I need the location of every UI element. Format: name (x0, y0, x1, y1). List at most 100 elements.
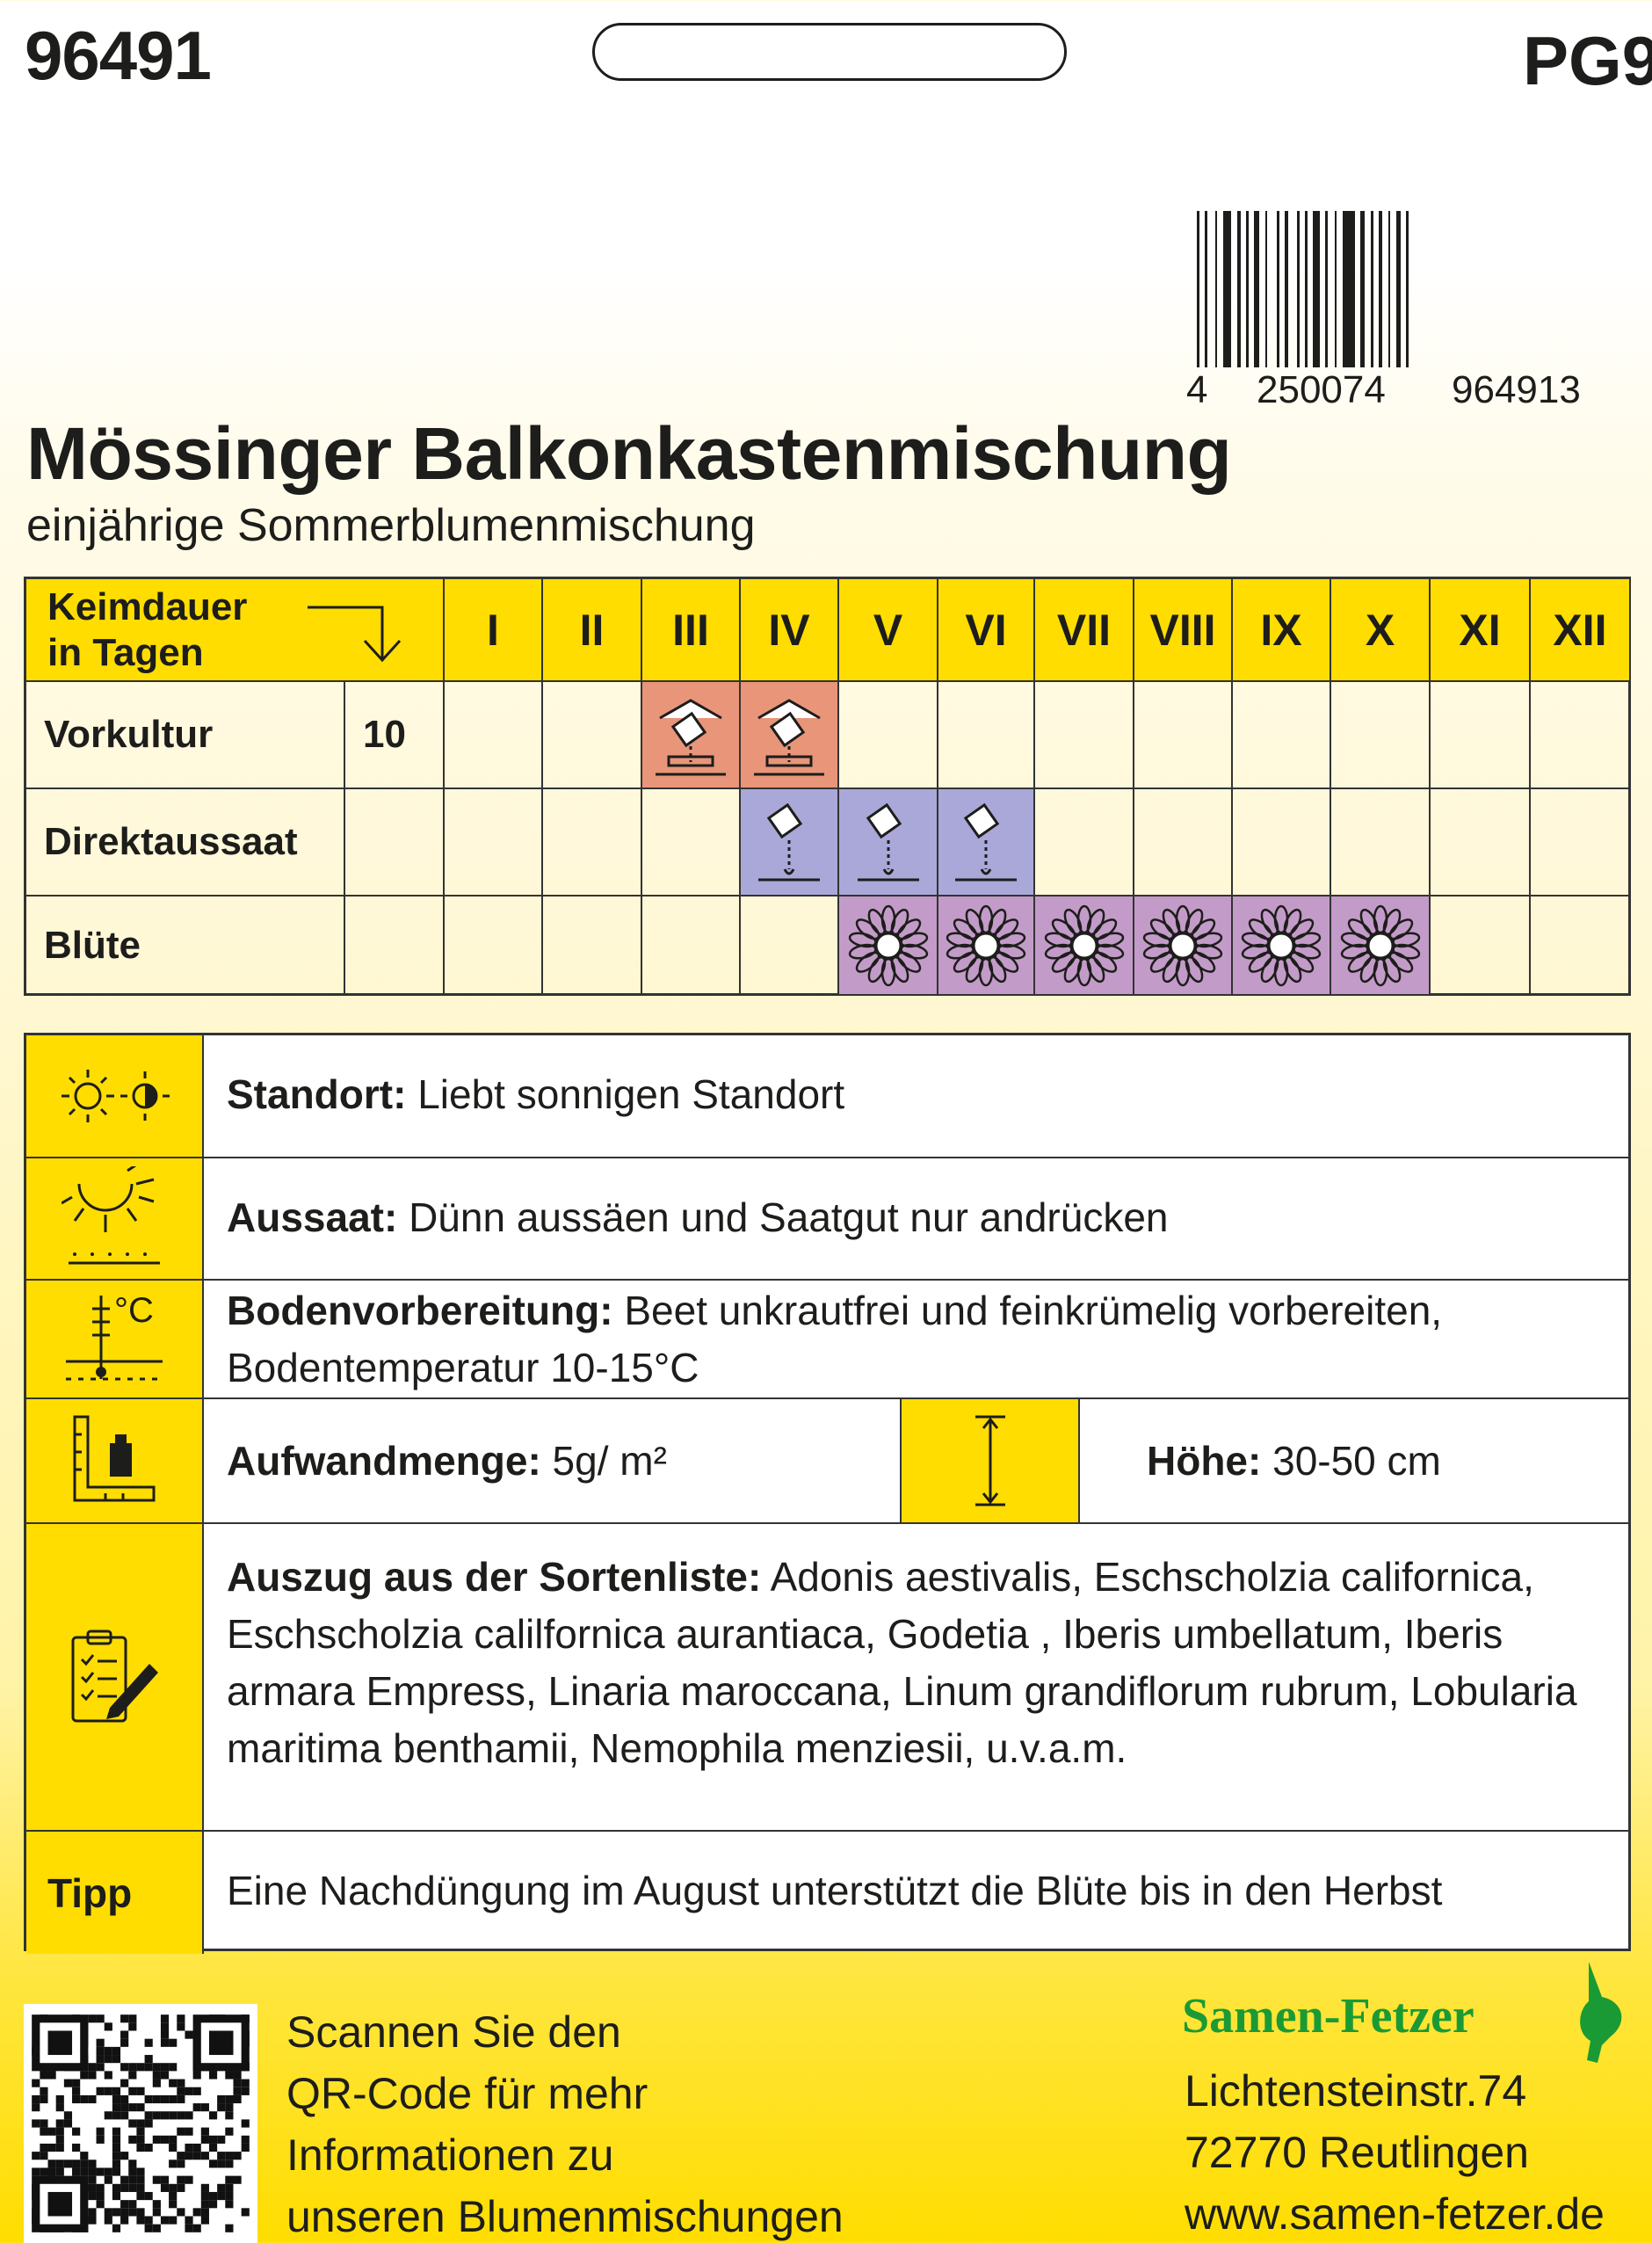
month-cell (543, 789, 642, 896)
barcode-bar (1205, 211, 1207, 367)
barcode-bar (1396, 211, 1401, 367)
header-label: in Tagen (47, 630, 204, 674)
aussaat-label: Aussaat: (227, 1194, 398, 1240)
flower-icon (946, 904, 1026, 986)
month-cell (1035, 896, 1134, 996)
month-cell (938, 896, 1035, 996)
barcode (1197, 211, 1409, 367)
row-label: Blüte (26, 896, 345, 996)
month-cell (445, 896, 543, 996)
ean-digit: 964913 (1452, 368, 1581, 411)
barcode-bar (1305, 211, 1308, 367)
month-cell (445, 682, 543, 789)
hoehe-text: 30-50 cm (1261, 1438, 1441, 1484)
month-cell (1531, 682, 1631, 789)
standort-text: Liebt sonnigen Standort (406, 1071, 845, 1117)
month-cell (938, 682, 1035, 789)
ean-digit: 250074 (1257, 368, 1386, 411)
month-cell (1331, 896, 1431, 996)
standort-label: Standort: (227, 1071, 407, 1117)
barcode-bar (1406, 211, 1409, 367)
aussaat-text: Dünn aussäen und Saatgut nur andrücken (397, 1194, 1169, 1240)
barcode-digits: 4 250074 964913 (1186, 371, 1581, 410)
month-cell (1233, 682, 1331, 789)
germination-header: Keimdauer in Tagen (26, 579, 445, 682)
barcode-bar (1313, 211, 1320, 367)
month-cell (839, 896, 938, 996)
month-header: II (543, 579, 642, 682)
header-label: Keimdauer (47, 584, 248, 628)
sowing-sun-icon (26, 1158, 204, 1279)
boden-text: Beet unkrautfrei und feinkrümelig vorber… (227, 1288, 1443, 1390)
barcode-bar (1325, 211, 1328, 367)
month-cell (938, 789, 1035, 896)
month-cell (543, 682, 642, 789)
qr-text-line: Informationen zu (286, 2130, 614, 2180)
sorten-label: Auszug aus der Sortenliste: (227, 1554, 762, 1600)
hang-hole (592, 23, 1067, 81)
month-header: I (445, 579, 543, 682)
month-header: IX (1233, 579, 1331, 682)
month-cell (741, 682, 839, 789)
height-icon (900, 1399, 1080, 1522)
barcode-bar (1335, 211, 1337, 367)
sorten-text: Adonis aestivalis, Eschscholzia californ… (227, 1554, 1577, 1771)
ean-digit: 4 (1186, 368, 1208, 411)
month-header: VII (1035, 579, 1134, 682)
gnome-mascot-icon (1580, 1962, 1622, 2063)
month-cell (1134, 896, 1233, 996)
qr-code[interactable] (24, 2004, 257, 2243)
barcode-bar (1265, 211, 1267, 367)
seed-packet-icon (758, 802, 820, 881)
month-cell (839, 682, 938, 789)
tipp-label: Tipp (26, 1832, 204, 1954)
clipboard-pencil-icon (26, 1524, 204, 1830)
barcode-bar (1254, 211, 1259, 367)
month-cell (1331, 789, 1431, 896)
month-cell (839, 789, 938, 896)
row-aufwand: Aufwandmenge: 5g/ m² Höhe: 30-50 cm (26, 1399, 1628, 1524)
row-label: Vorkultur (26, 682, 345, 789)
info-table: Standort: Liebt sonnigen Standort Aussaa… (24, 1033, 1631, 1954)
month-cell (1134, 682, 1233, 789)
seed-tray-icon (656, 698, 726, 775)
month-header: IV (741, 579, 839, 682)
month-header: VI (938, 579, 1035, 682)
product-group: PG9 (1523, 22, 1652, 99)
aufwand-label: Aufwandmenge: (227, 1438, 541, 1484)
address-street: Lichtensteinstr.74 (1185, 2066, 1527, 2116)
month-cell (642, 682, 741, 789)
month-cell (642, 896, 741, 996)
barcode-bar (1215, 211, 1217, 367)
barcode-bar (1277, 211, 1279, 367)
product-title: Mössinger Balkonkastenmischung (26, 412, 1232, 495)
month-header: III (642, 579, 741, 682)
month-cell (741, 789, 839, 896)
row-sorten: Auszug aus der Sortenliste: Adonis aesti… (26, 1524, 1628, 1832)
sun-icon (26, 1035, 204, 1157)
flower-icon (848, 904, 928, 986)
product-subtitle: einjährige Sommerblumenmischung (26, 500, 756, 551)
barcode-bar (1371, 211, 1373, 367)
month-header: XI (1431, 579, 1531, 682)
qr-text-line: QR-Code für mehr (286, 2069, 648, 2118)
barcode-bar (1223, 211, 1231, 367)
row-tipp: Tipp Eine Nachdüngung im August unterstü… (26, 1832, 1628, 1954)
month-cell (1431, 789, 1531, 896)
website-link[interactable]: www.samen-fetzer.de (1185, 2189, 1605, 2239)
germination-days (345, 789, 445, 896)
month-cell (1035, 789, 1134, 896)
celsius-label: °C (114, 1290, 154, 1330)
month-cell (1233, 789, 1331, 896)
month-cell (445, 789, 543, 896)
month-cell (1134, 789, 1233, 896)
flower-icon (1044, 904, 1124, 986)
barcode-bar (1285, 211, 1288, 367)
flower-icon (1340, 904, 1420, 986)
row-boden: °C Bodenvorbereitung: Beet unkrautfrei u… (26, 1281, 1628, 1399)
boden-label: Bodenvorbereitung: (227, 1288, 613, 1333)
month-cell (1531, 896, 1631, 996)
tipp-text: Eine Nachdüngung im August unterstützt d… (227, 1868, 1443, 1913)
barcode-bar (1246, 211, 1249, 367)
barcode-bar (1237, 211, 1241, 367)
